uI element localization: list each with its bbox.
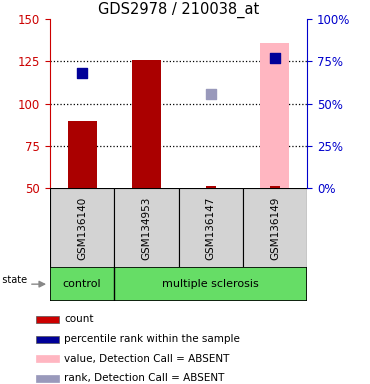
Bar	[260, 43, 289, 188]
Text: disease state: disease state	[0, 275, 27, 285]
Bar	[114, 188, 178, 269]
Point	[208, 91, 213, 97]
Bar	[132, 60, 161, 188]
Text: GSM134953: GSM134953	[141, 197, 151, 260]
Bar	[243, 188, 307, 269]
Text: value, Detection Call = ABSENT: value, Detection Call = ABSENT	[64, 354, 229, 364]
Text: multiple sclerosis: multiple sclerosis	[162, 279, 259, 289]
Bar	[36, 375, 59, 382]
Text: rank, Detection Call = ABSENT: rank, Detection Call = ABSENT	[64, 374, 225, 384]
Text: count: count	[64, 314, 94, 324]
Bar	[36, 316, 59, 323]
Text: GSM136140: GSM136140	[77, 197, 87, 260]
Point	[272, 55, 278, 61]
Bar	[68, 121, 97, 188]
Bar	[36, 336, 59, 343]
Bar	[50, 188, 114, 269]
Text: GSM136147: GSM136147	[206, 197, 216, 260]
Title: GDS2978 / 210038_at: GDS2978 / 210038_at	[98, 2, 259, 18]
Bar	[36, 355, 59, 362]
Point	[79, 70, 85, 76]
Text: GSM136149: GSM136149	[270, 197, 280, 260]
Bar	[179, 188, 243, 269]
Text: control: control	[63, 279, 101, 289]
Bar	[270, 187, 280, 188]
Bar	[206, 187, 216, 188]
Text: percentile rank within the sample: percentile rank within the sample	[64, 334, 240, 344]
